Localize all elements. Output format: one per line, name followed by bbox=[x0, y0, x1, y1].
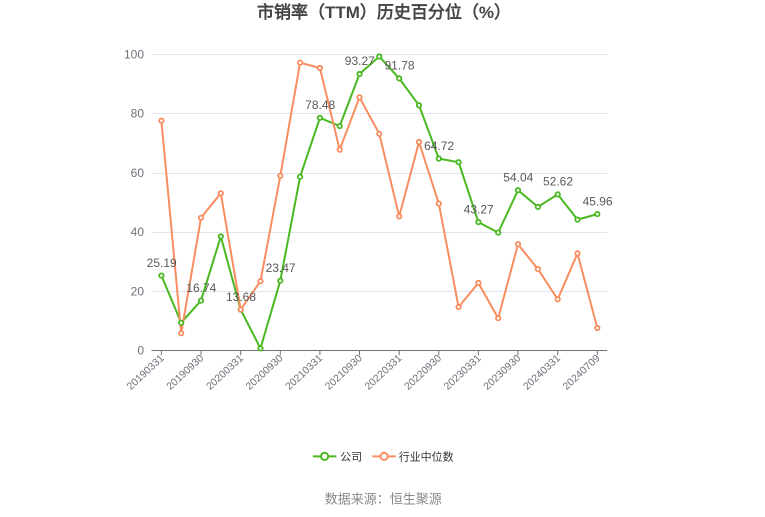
svg-text:13.68: 13.68 bbox=[226, 290, 256, 304]
svg-text:100: 100 bbox=[124, 47, 144, 61]
svg-text:20: 20 bbox=[131, 284, 145, 298]
svg-text:52.62: 52.62 bbox=[543, 175, 573, 189]
svg-text:64.72: 64.72 bbox=[424, 139, 454, 153]
svg-text:40: 40 bbox=[131, 225, 145, 239]
svg-text:80: 80 bbox=[131, 107, 145, 121]
svg-text:市销率（TTM）历史百分位（%）: 市销率（TTM）历史百分位（%） bbox=[257, 2, 511, 22]
svg-text:20220930: 20220930 bbox=[403, 353, 444, 393]
svg-text:公司: 公司 bbox=[340, 452, 362, 464]
svg-text:43.27: 43.27 bbox=[464, 202, 494, 216]
svg-text:20230930: 20230930 bbox=[482, 353, 523, 393]
svg-text:行业中位数: 行业中位数 bbox=[399, 450, 454, 464]
svg-text:20200930: 20200930 bbox=[244, 353, 285, 393]
svg-text:20190331: 20190331 bbox=[125, 353, 166, 393]
svg-text:数据来源：恒生聚源: 数据来源：恒生聚源 bbox=[325, 492, 442, 507]
svg-text:20210331: 20210331 bbox=[284, 353, 325, 393]
svg-text:60: 60 bbox=[131, 166, 145, 180]
svg-text:23.47: 23.47 bbox=[266, 261, 296, 275]
svg-text:0: 0 bbox=[137, 344, 144, 358]
svg-text:93.27: 93.27 bbox=[345, 54, 375, 68]
svg-text:91.78: 91.78 bbox=[384, 59, 414, 73]
svg-text:25.19: 25.19 bbox=[147, 256, 177, 270]
svg-text:16.74: 16.74 bbox=[186, 281, 216, 295]
svg-text:78.48: 78.48 bbox=[305, 98, 335, 112]
svg-text:20240331: 20240331 bbox=[522, 353, 563, 393]
svg-text:20190930: 20190930 bbox=[165, 353, 206, 393]
svg-text:54.04: 54.04 bbox=[503, 170, 533, 184]
svg-text:45.96: 45.96 bbox=[583, 194, 613, 208]
svg-text:20200331: 20200331 bbox=[205, 353, 246, 393]
svg-text:20230331: 20230331 bbox=[442, 353, 483, 393]
svg-text:20220331: 20220331 bbox=[363, 353, 404, 393]
svg-text:20240709: 20240709 bbox=[561, 353, 602, 393]
svg-text:20210930: 20210930 bbox=[323, 353, 364, 393]
